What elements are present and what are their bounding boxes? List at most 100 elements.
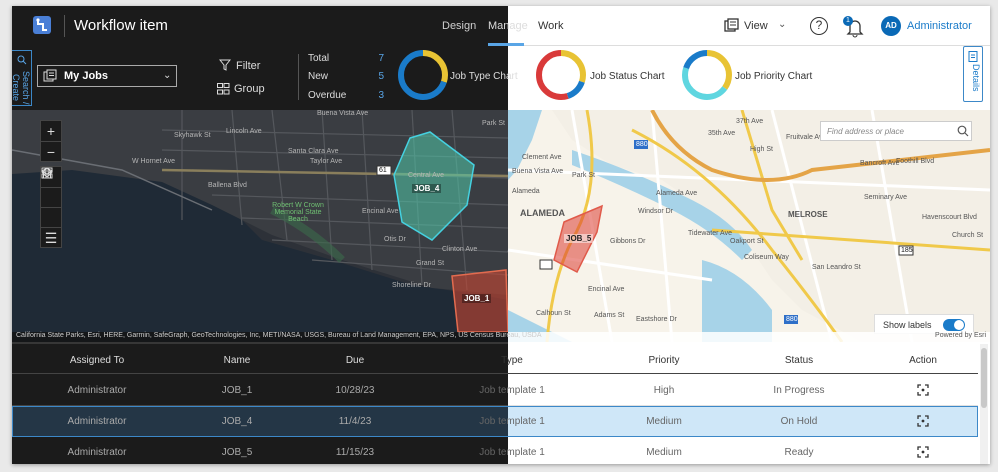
filter-button[interactable]: Filter bbox=[236, 60, 261, 72]
cell-type: Job template 1 bbox=[479, 416, 545, 427]
notification-badge: 1 bbox=[843, 16, 853, 26]
avatar[interactable]: AD bbox=[881, 16, 901, 36]
cell-due: 10/28/23 bbox=[335, 385, 375, 396]
column-header-type[interactable]: Type bbox=[501, 355, 523, 366]
column-header-due[interactable]: Due bbox=[345, 355, 365, 366]
view-icon[interactable] bbox=[724, 18, 740, 34]
group-icon[interactable] bbox=[217, 83, 230, 95]
map-attribution: California State Parks, Esri, HERE, Garm… bbox=[12, 332, 990, 344]
cell-due: 11/15/23 bbox=[335, 447, 375, 458]
table-header: Assigned To Name Due Type Priority Statu… bbox=[12, 344, 978, 374]
cell-priority: High bbox=[653, 385, 675, 396]
filter-icon[interactable] bbox=[219, 59, 231, 71]
street-label: Shoreline Dr bbox=[392, 282, 431, 289]
view-menu-label[interactable]: View bbox=[744, 20, 768, 32]
highway-shield: 185 bbox=[901, 247, 913, 254]
group-button[interactable]: Group bbox=[234, 83, 265, 95]
job-5-map-label[interactable]: JOB_5 bbox=[564, 234, 594, 243]
street-label: Oakport St bbox=[730, 238, 764, 245]
chevron-down-icon[interactable]: ⌄ bbox=[778, 19, 787, 30]
street-label: Ballena Blvd bbox=[208, 182, 247, 189]
cell-assigned: Administrator bbox=[67, 385, 127, 396]
tab-manage[interactable]: Manage bbox=[488, 20, 528, 32]
street-label: Skyhawk St bbox=[174, 132, 211, 139]
zoom-to-job-icon[interactable] bbox=[917, 446, 929, 458]
street-label: Calhoun St bbox=[536, 310, 571, 317]
street-label: Clement Ave bbox=[522, 154, 562, 161]
column-header-status[interactable]: Status bbox=[784, 355, 814, 366]
table-row[interactable]: Administrator JOB_4 11/4/23 Job template 1 M… bbox=[12, 406, 978, 437]
cell-assigned: Administrator bbox=[67, 416, 127, 427]
tab-work[interactable]: Work bbox=[538, 20, 564, 32]
search-icon[interactable] bbox=[957, 125, 969, 137]
cell-status: Ready bbox=[784, 447, 814, 458]
map-view[interactable]: 61 880 185 880 Buena Vista Ave Lincoln A… bbox=[12, 110, 990, 342]
search-create-tab[interactable] bbox=[12, 50, 32, 106]
layers-icon[interactable] bbox=[41, 167, 61, 227]
job-status-chart[interactable] bbox=[534, 48, 588, 102]
street-label: Buena Vista Ave bbox=[512, 168, 564, 175]
job-4-map-label[interactable]: JOB_4 bbox=[412, 184, 442, 193]
job-status-chart-label: Job Status Chart bbox=[590, 71, 665, 82]
help-icon[interactable]: ? bbox=[810, 17, 828, 35]
highway-shield: 880 bbox=[786, 316, 798, 323]
zoom-to-job-icon[interactable] bbox=[917, 415, 929, 427]
basemap-gallery-icon[interactable] bbox=[41, 167, 61, 207]
total-count[interactable]: 7 bbox=[378, 53, 384, 64]
cell-type: Job template 1 bbox=[479, 447, 545, 458]
donut-slice[interactable] bbox=[536, 50, 586, 100]
new-label: New bbox=[308, 71, 329, 82]
zoom-out-icon[interactable]: − bbox=[41, 141, 61, 161]
zoom-in-icon[interactable]: + bbox=[46, 123, 56, 139]
table-row[interactable]: Administrator JOB_5 11/15/23 Job template 1… bbox=[12, 437, 978, 464]
new-count[interactable]: 5 bbox=[378, 71, 384, 82]
job-type-chart-label: Job Type Chart bbox=[450, 71, 518, 82]
powered-by[interactable]: Powered by Esri bbox=[935, 332, 986, 339]
highway-shield: 61 bbox=[379, 167, 387, 174]
query-select[interactable]: My Jobs ⌄ bbox=[37, 65, 177, 87]
street-label: Coliseum Way bbox=[744, 254, 789, 261]
street-label: Santa Clara Ave bbox=[288, 148, 339, 155]
column-header-name[interactable]: Name bbox=[223, 355, 251, 366]
donut-slice[interactable] bbox=[682, 50, 732, 100]
column-header-priority[interactable]: Priority bbox=[648, 355, 680, 366]
details-label: Details bbox=[971, 64, 981, 92]
street-label: San Leandro St bbox=[812, 264, 861, 271]
job-type-chart[interactable] bbox=[396, 48, 450, 102]
street-label: Bancroft Ave bbox=[860, 160, 900, 167]
toggle-switch[interactable] bbox=[943, 319, 965, 331]
address-search-placeholder: Find address or place bbox=[827, 127, 904, 136]
street-label: Church St bbox=[952, 232, 984, 239]
address-search-input[interactable]: Find address or place bbox=[820, 121, 972, 141]
map-tools: ☰ bbox=[40, 166, 62, 248]
layers-icon bbox=[41, 167, 53, 178]
street-label: Tidewater Ave bbox=[688, 230, 732, 237]
show-labels-toggle[interactable]: Show labels bbox=[874, 314, 974, 334]
street-label: Grand St bbox=[416, 260, 445, 267]
street-label: Encinal Ave bbox=[588, 286, 625, 293]
street-label: 37th Ave bbox=[736, 118, 764, 125]
legend-menu-icon[interactable]: ☰ bbox=[41, 227, 61, 247]
street-label: Seminary Ave bbox=[864, 194, 908, 201]
overdue-count[interactable]: 3 bbox=[378, 90, 384, 101]
job-1-map-label[interactable]: JOB_1 bbox=[462, 294, 492, 303]
details-tab[interactable] bbox=[963, 46, 983, 102]
tab-design[interactable]: Design bbox=[442, 20, 477, 32]
cell-name: JOB_1 bbox=[221, 385, 253, 396]
table-scrollbar[interactable] bbox=[980, 344, 988, 464]
street-label: W Hornet Ave bbox=[132, 158, 176, 165]
donut-slice[interactable] bbox=[398, 50, 448, 100]
street-label: Havenscourt Blvd bbox=[922, 214, 977, 221]
zoom-to-job-icon[interactable] bbox=[917, 384, 929, 396]
user-name[interactable]: Administrator bbox=[907, 20, 972, 32]
street-label: Gibbons Dr bbox=[610, 238, 646, 245]
donut-slice[interactable] bbox=[682, 50, 732, 100]
cell-name: JOB_4 bbox=[221, 416, 253, 427]
app-window: Workflow item Design Manage Work View ⌄ … bbox=[12, 6, 990, 464]
job-priority-chart[interactable] bbox=[680, 48, 734, 102]
table-row[interactable]: Administrator JOB_1 10/28/23 Job template 1… bbox=[12, 375, 978, 406]
zoom-controls: + − bbox=[40, 120, 62, 162]
column-header-assigned[interactable]: Assigned To bbox=[69, 355, 125, 366]
app-header: Workflow item Design Manage Work View ⌄ … bbox=[12, 6, 990, 46]
street-label: Taylor Ave bbox=[310, 158, 343, 165]
